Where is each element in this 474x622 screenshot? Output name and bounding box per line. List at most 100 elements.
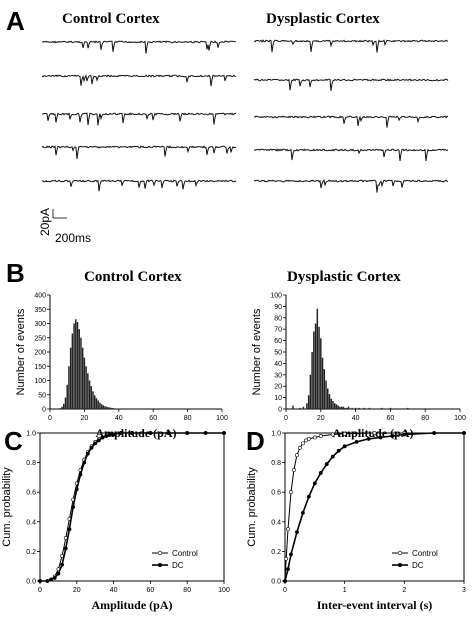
panel-a-title-control: Control Cortex — [62, 11, 160, 27]
histogram-bar — [93, 395, 96, 409]
data-point-dc — [286, 567, 290, 572]
histogram-bar — [61, 406, 63, 409]
y-tick-label: 250 — [34, 335, 46, 342]
y-tick-label: 1.0 — [271, 431, 281, 438]
control-trace-3 — [42, 112, 237, 126]
y-tick-label: 0.8 — [26, 460, 36, 467]
data-point-dc — [38, 579, 42, 583]
histogram-bar — [407, 407, 409, 409]
data-point-dc — [300, 511, 305, 515]
x-tick-label: 0 — [283, 587, 287, 594]
series-line-dc — [40, 432, 224, 582]
y-axis-label: Number of events — [15, 308, 27, 395]
data-point-dc — [56, 571, 61, 576]
y-tick-label: 10 — [274, 395, 282, 402]
data-point-dc — [166, 431, 171, 435]
histogram-bar — [76, 322, 79, 409]
y-tick-label: 0.2 — [271, 549, 281, 556]
histogram-bar — [99, 402, 101, 409]
data-point-dc — [324, 462, 329, 466]
histogram-bar — [351, 407, 353, 409]
x-tick-label: 60 — [149, 415, 157, 422]
histogram-bar — [114, 408, 117, 409]
data-point-dc — [130, 431, 134, 435]
histogram-bar — [335, 404, 338, 409]
histogram-bar — [100, 404, 103, 409]
data-point-dc — [432, 431, 437, 435]
data-point-dc — [366, 437, 371, 441]
histogram-bar — [344, 407, 346, 409]
histogram-bar — [340, 406, 343, 409]
data-point-dc — [104, 434, 109, 438]
legend-marker-dc — [157, 562, 163, 568]
data-point-dc — [295, 530, 299, 535]
data-point-dc — [74, 487, 79, 492]
data-point-dc — [148, 431, 153, 435]
histogram-bar — [111, 407, 113, 409]
histogram-bar — [69, 347, 72, 409]
histogram-bar — [87, 373, 89, 409]
histogram-bar — [320, 338, 322, 409]
control-trace-1 — [42, 40, 237, 54]
histogram-bar — [346, 407, 348, 409]
histogram-bar — [106, 406, 108, 409]
data-point-control — [292, 468, 296, 472]
histogram-bar — [81, 347, 84, 409]
histogram-bar — [368, 407, 371, 409]
histogram-bar — [75, 319, 77, 409]
scale-bar-current-label: 20pA — [38, 208, 52, 236]
data-point-dc — [45, 579, 50, 583]
data-point-dc — [85, 451, 90, 456]
x-tick-label: 20 — [73, 587, 81, 594]
data-point-dc — [312, 481, 317, 486]
histogram-bar — [347, 406, 350, 409]
y-tick-label: 0.6 — [26, 490, 36, 497]
histogram-bar — [323, 369, 326, 409]
y-tick-label: 50 — [38, 392, 46, 399]
y-tick-label: 150 — [34, 364, 46, 371]
y-tick-label: 0.2 — [26, 549, 36, 556]
x-tick-label: 60 — [387, 415, 395, 422]
y-tick-label: 20 — [274, 384, 282, 391]
histogram-bar — [97, 400, 99, 409]
histogram-bar — [107, 407, 110, 409]
y-tick-label: 40 — [274, 361, 282, 368]
control-trace-5 — [41, 179, 237, 192]
y-tick-label: 1.0 — [26, 431, 36, 438]
histogram-bar — [64, 397, 67, 409]
y-tick-label: 60 — [274, 338, 282, 345]
histogram-control: 0 20 40 60 80 100050100150200250300350400Ampl… — [15, 293, 228, 441]
y-tick-label: 50 — [274, 350, 282, 357]
y-tick-label: 0 — [42, 407, 46, 414]
data-point-dc — [318, 471, 323, 475]
y-tick-label: 0.0 — [271, 579, 281, 586]
histogram-bar — [80, 337, 82, 409]
data-point-dc — [82, 460, 87, 465]
histogram-bar — [330, 398, 332, 409]
x-tick-label: 1 — [343, 587, 347, 594]
histogram-bar — [104, 406, 106, 409]
histogram-bar — [78, 329, 80, 409]
x-tick-label: 100 — [218, 587, 230, 594]
y-tick-label: 70 — [274, 327, 282, 334]
y-tick-label: 100 — [34, 378, 46, 385]
data-point-dc — [49, 577, 53, 582]
histogram-bar — [307, 395, 310, 409]
data-point-dc — [354, 439, 359, 444]
data-point-control — [300, 441, 305, 446]
x-tick-label: 100 — [216, 415, 228, 422]
histogram-bar — [292, 405, 294, 409]
y-tick-label: 0.6 — [271, 490, 281, 497]
control-traces — [41, 40, 237, 192]
data-point-control — [284, 556, 289, 561]
x-tick-label: 80 — [183, 587, 191, 594]
scale-bar: 20pA 200ms — [38, 208, 91, 245]
data-point-dc — [306, 494, 311, 499]
y-tick-label: 0.0 — [26, 579, 36, 586]
histogram-bar — [299, 407, 301, 409]
y-tick-label: 0.4 — [271, 519, 281, 526]
x-tick-label: 0 — [48, 415, 52, 422]
data-point-dc — [60, 562, 64, 567]
histogram-bar — [71, 333, 74, 409]
